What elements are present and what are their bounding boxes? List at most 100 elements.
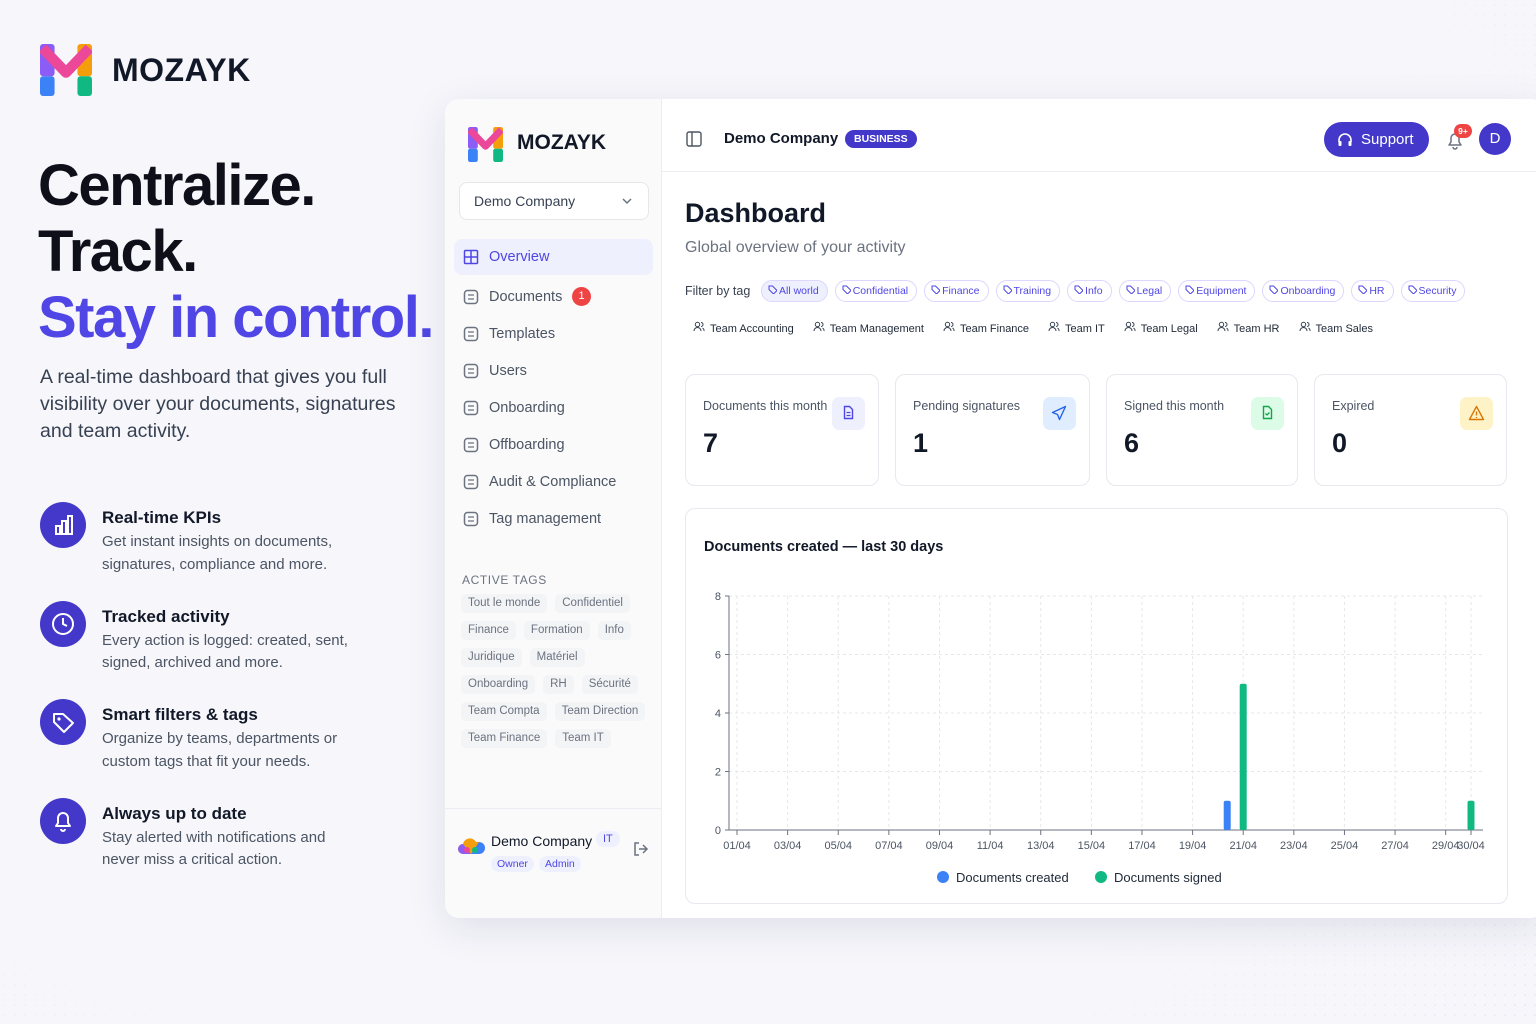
feature-title: Real-time KPIs: [102, 508, 222, 527]
x-tick-label: 09/04: [925, 840, 953, 852]
team-tag[interactable]: Team IT: [1044, 319, 1113, 337]
support-button[interactable]: Support: [1324, 122, 1429, 157]
brand-name: MOZAYK: [112, 52, 251, 88]
active-tag[interactable]: Juridique: [461, 648, 522, 667]
active-tag[interactable]: Team IT: [555, 729, 611, 748]
nav-item[interactable]: Audit & Compliance: [454, 464, 653, 500]
nav-item[interactable]: Documents 1: [454, 279, 653, 315]
filter-tag-label: Confidential: [852, 285, 909, 297]
x-tick-label: 29/04: [1431, 840, 1459, 852]
active-tag[interactable]: Formation: [523, 621, 590, 640]
nav-icon: [463, 326, 479, 342]
active-tag[interactable]: Team Compta: [461, 702, 547, 721]
kpi-label: Signed this month: [1124, 399, 1225, 413]
kpi-icon: [1043, 397, 1076, 430]
company-select[interactable]: Demo Company: [459, 182, 649, 220]
feature-title: Tracked activity: [102, 606, 230, 626]
tag-icon: [1358, 285, 1369, 295]
nav-item[interactable]: Onboarding: [454, 390, 653, 426]
x-tick-label: 25/04: [1330, 840, 1358, 852]
legend-swatch: [936, 870, 949, 883]
feature-icon: [40, 600, 86, 647]
nav-item[interactable]: Users: [454, 353, 653, 389]
filter-tag[interactable]: HR: [1351, 280, 1394, 302]
team-tag[interactable]: Team Finance: [939, 319, 1037, 337]
team-tag-label: Team IT: [1065, 323, 1105, 335]
active-tag[interactable]: Team Direction: [554, 702, 646, 721]
filter-tag[interactable]: Equipment: [1178, 280, 1256, 302]
nav-item[interactable]: Offboarding: [454, 427, 653, 463]
tag-icon: [842, 285, 852, 295]
kpi-label: Expired: [1332, 399, 1375, 413]
filter-tag[interactable]: Training: [995, 280, 1061, 302]
feature-icon: [40, 699, 86, 745]
team-tag[interactable]: Team Accounting: [689, 319, 802, 337]
kpi-card: Pending signatures 1: [895, 374, 1090, 486]
filter-tag[interactable]: Finance: [924, 280, 989, 302]
tag-icon: [931, 285, 941, 295]
team-tags: Team Accounting Team Management Team Finan…: [689, 319, 1381, 337]
nav-label: Tag management: [489, 511, 602, 527]
active-tag[interactable]: Confidentiel: [555, 594, 630, 613]
feature-text: Get instant insights on documents, signa…: [102, 533, 333, 573]
nav-badge: 1: [572, 287, 591, 306]
active-tag[interactable]: Sécurité: [581, 675, 638, 694]
kpi-card: Signed this month 6: [1106, 374, 1298, 486]
team-tag-label: Team Legal: [1140, 323, 1198, 335]
filter-tag[interactable]: Onboarding: [1262, 280, 1345, 302]
filter-tag-label: Training: [1013, 285, 1052, 297]
filter-tag[interactable]: Info: [1067, 280, 1112, 302]
sidebar: MOZAYK Demo Company Overview Documents 1 Temp…: [445, 99, 662, 918]
plan-badge: BUSINESS: [845, 130, 917, 148]
filter-tag-label: Info: [1085, 285, 1103, 297]
active-tag[interactable]: Info: [597, 621, 631, 640]
active-tag[interactable]: Team Finance: [461, 729, 548, 748]
active-tag[interactable]: Tout le monde: [461, 594, 548, 613]
chart: Documents created — last 30 days 0 2 4 6 8 01/…: [704, 539, 1485, 885]
team-tag[interactable]: Team Legal: [1120, 319, 1206, 337]
nav-item[interactable]: Overview: [454, 239, 653, 275]
x-tick-label: 17/04: [1128, 840, 1156, 852]
tag-icon: [1126, 285, 1136, 295]
kpi-label: Documents this month: [703, 399, 828, 413]
user-avatar[interactable]: D: [1479, 123, 1511, 155]
team-icon: [1124, 321, 1136, 332]
nav-label: Offboarding: [489, 437, 565, 453]
filter-tag-label: All world: [779, 285, 819, 297]
nav-item[interactable]: Templates: [454, 316, 653, 352]
team-tag[interactable]: Team HR: [1213, 319, 1288, 337]
team-icon: [813, 321, 825, 332]
active-tag[interactable]: RH: [543, 675, 574, 694]
nav-item[interactable]: Tag management: [454, 501, 653, 537]
team-tag-label: Team Accounting: [710, 323, 794, 335]
kpi-card: Expired 0: [1314, 374, 1507, 486]
topbar-company: Demo Company: [724, 130, 839, 147]
nav-icon: [463, 511, 479, 527]
team-icon: [693, 321, 705, 332]
hero-line: Stay in control.: [38, 285, 434, 350]
logout-icon[interactable]: [632, 840, 650, 858]
filter-tag[interactable]: All world: [761, 280, 828, 302]
feature-icon: [40, 502, 86, 548]
sidebar-divider: [445, 808, 662, 809]
kpi-value: 6: [1124, 428, 1140, 458]
filter-tag[interactable]: Legal: [1118, 280, 1172, 302]
active-tag[interactable]: Onboarding: [461, 675, 536, 694]
sidebar-toggle[interactable]: [686, 131, 702, 147]
active-tag[interactable]: Finance: [461, 621, 516, 640]
team-tag[interactable]: Team Management: [809, 319, 932, 337]
x-tick-label: 27/04: [1381, 840, 1409, 852]
sidebar-brand: MOZAYK: [517, 131, 607, 154]
company-avatar: [458, 838, 485, 854]
kpi-card: Documents this month 7: [685, 374, 879, 486]
filter-tag[interactable]: Confidential: [834, 280, 918, 302]
legend-label: Documents signed: [1114, 870, 1222, 885]
feature-text: Stay alerted with notifications and neve…: [102, 828, 326, 869]
filter-tag[interactable]: Security: [1400, 280, 1466, 302]
active-tag[interactable]: Matériel: [529, 648, 585, 667]
kpi-icon: [832, 397, 865, 430]
filter-label: Filter by tag: [685, 284, 751, 298]
team-tag[interactable]: Team Sales: [1295, 319, 1381, 337]
nav-label: Overview: [489, 249, 550, 265]
nav-label: Documents: [489, 289, 563, 305]
